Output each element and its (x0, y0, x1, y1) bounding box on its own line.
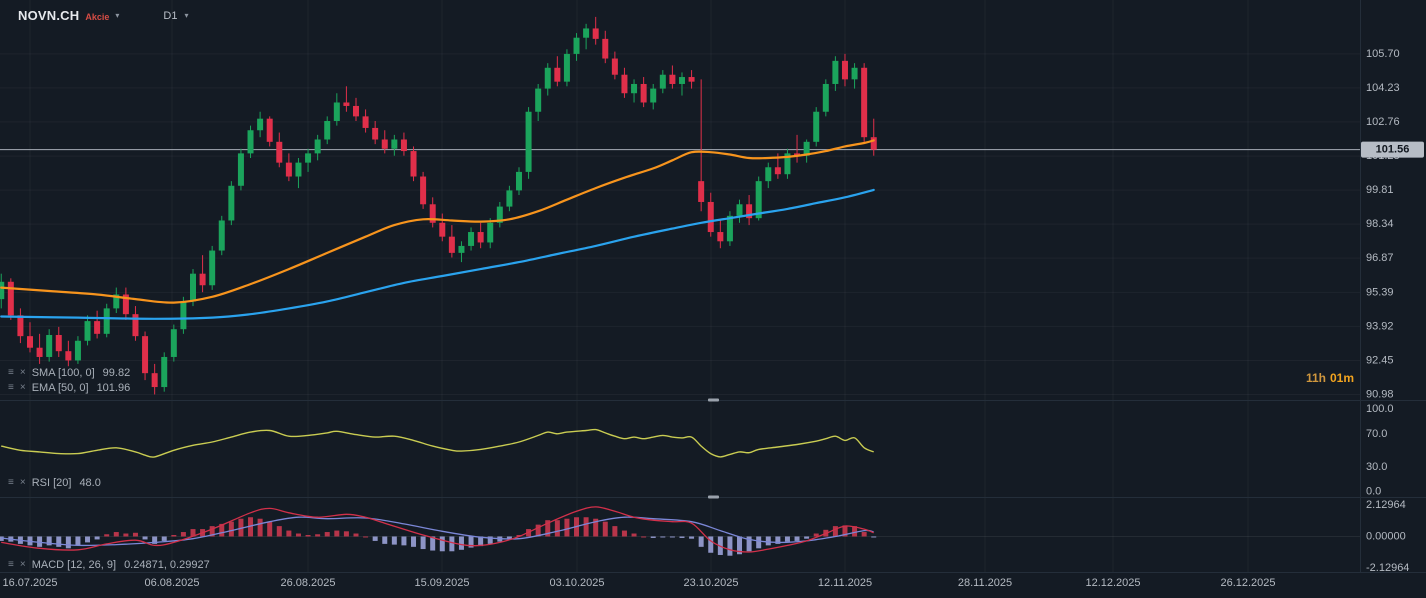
price-tick-label: 92.45 (1366, 354, 1394, 366)
price-tick-label: 96.87 (1366, 252, 1394, 264)
ema-indicator-legend: ≡ × EMA [50, 0] 101.96 (8, 382, 130, 394)
indicator-remove-icon[interactable]: × (19, 559, 26, 570)
countdown-minutes: 01m (1329, 371, 1354, 385)
indicator-menu-icon[interactable]: ≡ (8, 367, 14, 378)
indicator-value: 0.24871, 0.29927 (124, 559, 210, 571)
date-label: 06.08.2025 (144, 577, 199, 589)
chart-toolbar: NOVN.CH Akcie ▾ D1 ▾ (18, 8, 188, 23)
current-price-label: 101.56 (1376, 144, 1410, 156)
rsi-tick-label: 100.0 (1366, 403, 1394, 415)
chevron-down-icon: ▾ (115, 11, 120, 20)
panel-separators (0, 0, 1426, 573)
indicator-menu-icon[interactable]: ≡ (8, 382, 14, 393)
candles-layer (0, 16, 877, 395)
price-tick-label: 105.70 (1366, 48, 1400, 60)
price-tick-label: 99.81 (1366, 184, 1394, 196)
macd-indicator-legend: ≡ × MACD [12, 26, 9] 0.24871, 0.29927 (8, 559, 210, 571)
price-tick-label: 104.23 (1366, 82, 1400, 94)
time-axis[interactable]: 16.07.2025 06.08.2025 26.08.2025 15.09.2025… (2, 577, 1275, 589)
date-label: 16.07.2025 (2, 577, 57, 589)
asset-class-label: Akcie (85, 12, 110, 22)
price-tick-label: 90.98 (1366, 388, 1394, 400)
rsi-line (1, 428, 874, 458)
indicator-menu-icon[interactable]: ≡ (8, 477, 14, 488)
sma-indicator-legend: ≡ × SMA [100, 0] 99.82 (8, 367, 130, 379)
macd-line (1, 506, 874, 553)
price-tick-label: 95.39 (1366, 286, 1394, 298)
date-label: 12.11.2025 (818, 577, 872, 589)
indicator-label: RSI [20] (31, 477, 72, 489)
sma-line (0, 188, 875, 320)
price-axis[interactable]: 105.70104.23102.76101.2899.8198.3496.879… (1366, 48, 1409, 574)
symbol-selector[interactable]: NOVN.CH Akcie ▾ (18, 8, 119, 23)
panel-resize-handle[interactable] (708, 398, 719, 402)
rsi-tick-label: 70.0 (1366, 428, 1387, 440)
macd-tick-label: 0.00000 (1366, 530, 1406, 542)
panel-resize-handle[interactable] (708, 495, 719, 499)
rsi-indicator-legend: ≡ × RSI [20] 48.0 (8, 477, 101, 489)
date-label: 15.09.2025 (414, 577, 469, 589)
date-label: 23.10.2025 (683, 577, 738, 589)
indicator-value: 99.82 (102, 367, 131, 379)
chevron-down-icon: ▾ (184, 11, 189, 20)
indicator-remove-icon[interactable]: × (19, 367, 26, 378)
rsi-tick-label: 0.0 (1366, 486, 1381, 498)
date-label: 28.11.2025 (958, 577, 1012, 589)
indicator-remove-icon[interactable]: × (19, 477, 26, 488)
ema-line (0, 139, 875, 304)
rsi-tick-label: 30.0 (1366, 461, 1387, 473)
current-price-badge: 101.56 (1361, 141, 1424, 158)
indicator-label: EMA [50, 0] (31, 382, 89, 394)
price-tick-label: 102.76 (1366, 116, 1400, 128)
indicator-label: SMA [100, 0] (31, 367, 95, 379)
date-label: 03.10.2025 (549, 577, 604, 589)
date-label: 12.12.2025 (1085, 577, 1140, 589)
price-tick-label: 98.34 (1366, 218, 1394, 230)
indicator-value: 48.0 (79, 477, 101, 489)
macd-tick-label: 2.12964 (1366, 499, 1406, 511)
price-tick-label: 93.92 (1366, 320, 1394, 332)
indicator-value: 101.96 (96, 382, 131, 394)
bar-close-countdown: 11h 01m (1306, 371, 1354, 385)
indicator-label: MACD [12, 26, 9] (31, 559, 117, 571)
countdown-hours: 11h (1305, 371, 1326, 385)
symbol-name: NOVN.CH (18, 8, 80, 23)
timeframe-label: D1 (163, 9, 178, 22)
indicator-menu-icon[interactable]: ≡ (8, 559, 14, 570)
indicator-remove-icon[interactable]: × (19, 382, 26, 393)
date-label: 26.08.2025 (280, 577, 335, 589)
date-label: 26.12.2025 (1220, 577, 1275, 589)
macd-tick-label: -2.12964 (1366, 562, 1409, 574)
timeframe-selector[interactable]: D1 ▾ (163, 10, 188, 22)
macd-signal-line (1, 516, 874, 547)
